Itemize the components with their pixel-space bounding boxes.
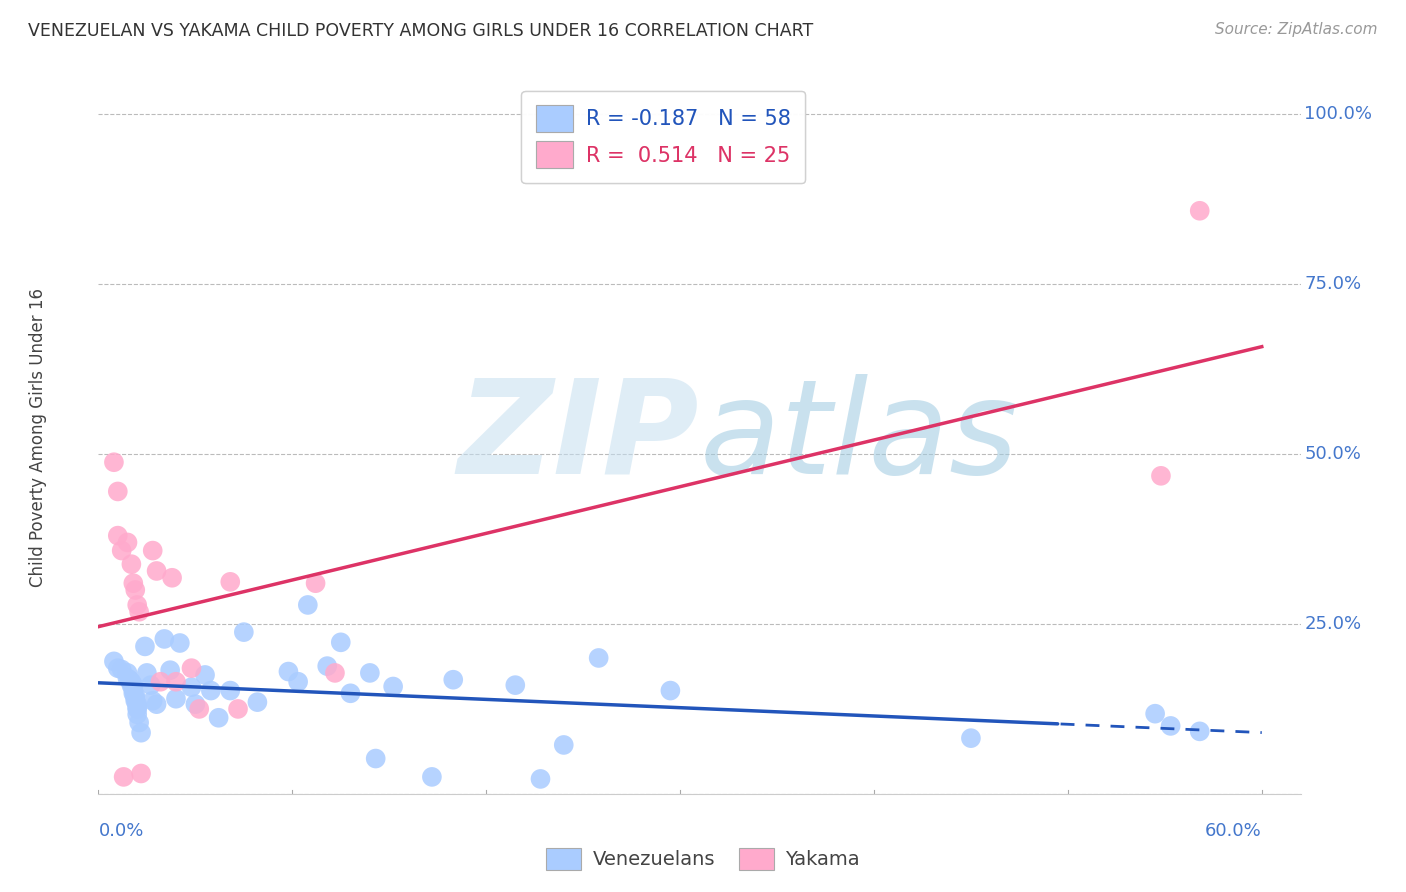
- Point: [124, 689, 146, 703]
- Point: [194, 668, 217, 682]
- Point: [128, 715, 150, 730]
- Point: [111, 543, 134, 558]
- Point: [142, 694, 165, 708]
- Point: [364, 751, 387, 765]
- Point: [127, 702, 149, 716]
- Point: [107, 484, 129, 499]
- Point: [287, 674, 309, 689]
- Point: [129, 725, 152, 739]
- Point: [659, 683, 682, 698]
- Point: [120, 557, 142, 571]
- Point: [208, 711, 231, 725]
- Text: 0.0%: 0.0%: [98, 822, 143, 840]
- Point: [117, 665, 139, 680]
- Point: [117, 671, 139, 685]
- Point: [503, 678, 526, 692]
- Point: [339, 686, 361, 700]
- Point: [145, 564, 167, 578]
- Legend: R = -0.187   N = 58, R =  0.514   N = 25: R = -0.187 N = 58, R = 0.514 N = 25: [522, 91, 806, 183]
- Text: 75.0%: 75.0%: [1305, 275, 1361, 293]
- Point: [129, 766, 152, 780]
- Point: [139, 678, 162, 692]
- Point: [103, 455, 125, 469]
- Point: [120, 678, 142, 692]
- Text: VENEZUELAN VS YAKAMA CHILD POVERTY AMONG GIRLS UNDER 16 CORRELATION CHART: VENEZUELAN VS YAKAMA CHILD POVERTY AMONG…: [28, 22, 813, 40]
- Point: [1188, 203, 1211, 218]
- Point: [382, 680, 405, 694]
- Point: [127, 697, 149, 711]
- Point: [277, 665, 299, 679]
- Point: [159, 663, 181, 677]
- Point: [529, 772, 551, 786]
- Point: [297, 598, 319, 612]
- Point: [316, 659, 339, 673]
- Point: [122, 682, 145, 697]
- Point: [103, 654, 125, 668]
- Point: [304, 576, 326, 591]
- Point: [165, 674, 187, 689]
- Point: [149, 674, 172, 689]
- Point: [127, 598, 149, 612]
- Point: [329, 635, 352, 649]
- Point: [153, 632, 176, 646]
- Point: [180, 661, 202, 675]
- Point: [184, 697, 207, 711]
- Point: [107, 661, 129, 675]
- Point: [122, 680, 145, 694]
- Point: [124, 582, 146, 597]
- Point: [128, 605, 150, 619]
- Point: [359, 665, 381, 680]
- Point: [135, 665, 157, 680]
- Point: [246, 695, 269, 709]
- Point: [588, 651, 610, 665]
- Point: [1160, 719, 1182, 733]
- Point: [127, 707, 149, 722]
- Point: [553, 738, 575, 752]
- Point: [200, 683, 222, 698]
- Point: [112, 770, 135, 784]
- Point: [1144, 706, 1167, 721]
- Text: Source: ZipAtlas.com: Source: ZipAtlas.com: [1215, 22, 1378, 37]
- Point: [124, 691, 146, 706]
- Text: 25.0%: 25.0%: [1305, 615, 1361, 633]
- Point: [122, 686, 145, 700]
- Point: [1188, 724, 1211, 739]
- Point: [134, 640, 156, 654]
- Point: [118, 673, 141, 687]
- Point: [226, 702, 249, 716]
- Point: [165, 691, 187, 706]
- Legend: Venezuelans, Yakama: Venezuelans, Yakama: [538, 839, 868, 878]
- Point: [219, 683, 242, 698]
- Text: 100.0%: 100.0%: [1305, 105, 1372, 123]
- Point: [441, 673, 464, 687]
- Point: [180, 680, 202, 694]
- Point: [160, 571, 183, 585]
- Point: [169, 636, 191, 650]
- Text: 60.0%: 60.0%: [1205, 822, 1261, 840]
- Point: [1150, 468, 1173, 483]
- Point: [127, 700, 149, 714]
- Point: [420, 770, 443, 784]
- Point: [323, 665, 346, 680]
- Text: 50.0%: 50.0%: [1305, 445, 1361, 463]
- Point: [124, 694, 146, 708]
- Point: [219, 574, 242, 589]
- Text: ZIP: ZIP: [458, 374, 699, 500]
- Text: atlas: atlas: [699, 374, 1018, 500]
- Point: [232, 625, 254, 640]
- Point: [122, 678, 145, 692]
- Point: [188, 702, 211, 716]
- Point: [145, 697, 167, 711]
- Point: [117, 535, 139, 549]
- Point: [111, 663, 134, 677]
- Point: [960, 731, 983, 746]
- Point: [120, 674, 142, 689]
- Text: Child Poverty Among Girls Under 16: Child Poverty Among Girls Under 16: [30, 287, 48, 587]
- Point: [107, 528, 129, 542]
- Point: [122, 576, 145, 591]
- Point: [142, 543, 165, 558]
